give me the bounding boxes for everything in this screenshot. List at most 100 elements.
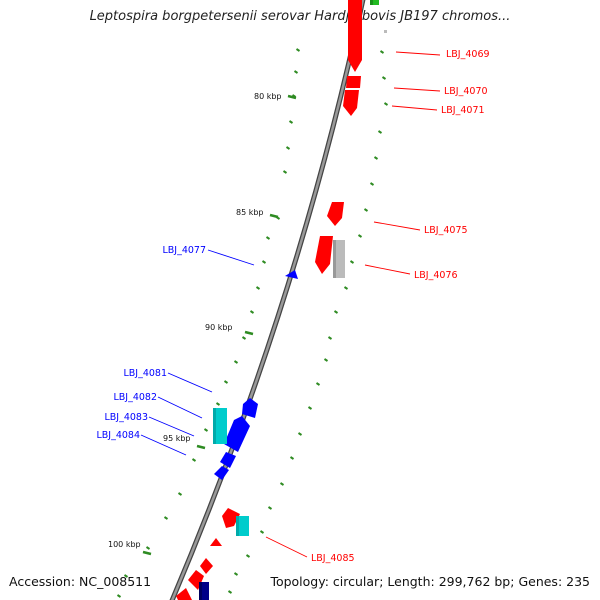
scale-label: 90 kbp [205,323,233,332]
gene-leader-line [207,249,255,266]
feature-lbj-4081 [242,398,258,418]
feature-lbj-4084-body [220,452,236,468]
gene-label: LBJ_4077 [162,245,206,256]
feature-lbj-4085 [222,508,240,528]
feature-lbj-4084 [220,452,236,468]
gene-leader-line [148,416,195,437]
scale-track: 80 kbp 85 kbp 90 kbp 95 kbp 100 kbp [108,92,297,556]
feature-lbj-4083-edge [213,408,216,444]
gc-mark [288,120,294,124]
map-title: Leptospira borgpetersenii serovar Hardjo… [89,9,511,24]
gene-label: LBJ_4083 [104,412,148,423]
gc-mark [327,336,333,340]
feature-small-red-4 [176,588,192,600]
length-value: 299,762 bp [438,574,511,589]
feature-lbj-4084b-body [214,466,229,480]
gene-label: LBJ_4070 [444,86,488,97]
feature-lbj-4070-body [346,76,361,88]
scale-tick [269,213,279,219]
summary-footer: Topology: circular; Length: 299,762 bp; … [270,574,590,589]
gc-mark [259,530,265,534]
feature-top-green-edge [370,0,373,5]
gc-mark [267,506,273,510]
gene-label: LBJ_4076 [414,270,458,281]
gene-leader-line [167,372,213,393]
gc-mark [215,402,221,406]
gc-mark [373,156,379,160]
feature-lbj-4085-body [222,508,240,528]
gc-mark [241,336,247,340]
scale-tick [287,94,297,100]
feature-lbj-4077-body [285,270,298,279]
gene-label: LBJ_4075 [424,225,468,236]
gc-mark [343,286,349,290]
gc-mark [255,286,261,290]
gc-mark [349,260,355,264]
gc-mark [363,208,369,212]
feature-lbj-4082-body [224,416,250,452]
gc-mark [279,482,285,486]
genes-label: Genes: [518,574,563,589]
gc-mark [123,574,129,578]
gc-mark [245,554,251,558]
feature-small-red [210,538,222,546]
gene-label: LBJ_4084 [96,430,140,441]
feature-lbj-4085-rna-edge [236,516,239,536]
gc-mark [315,382,321,386]
gene-leader-line [393,87,441,92]
gene-leader-line [364,264,411,275]
gene-label: LBJ_4082 [113,392,157,403]
feature-lbj-4071-body [343,90,359,116]
feature-lbj-4084b [214,466,229,480]
gc-mark [191,458,197,462]
gene-label: LBJ_4081 [123,368,167,379]
feature-lbj-4076-body [315,236,333,274]
gene-leader-line [265,536,308,558]
feature-lbj-4071 [343,90,359,116]
scale-label: 80 kbp [254,92,282,101]
scale-tick [142,550,152,556]
feature-navy [199,582,209,600]
feature-lbj-4081-body [242,398,258,418]
gc-mark [285,146,291,150]
feature-lbj-4077 [285,270,298,279]
gc-mark [223,380,229,384]
feature-navy-face [199,582,209,600]
backbone [170,0,365,600]
feature-lbj-4083 [213,408,227,444]
feature-lbj-4076-grey-edge [333,240,336,278]
gc-mark [289,456,295,460]
accession-label: Accession: [9,574,76,589]
feature-lbj-4069-body [348,0,362,72]
gene-leader-line [373,221,421,231]
gc-mark [307,406,313,410]
gc-mark [379,50,385,54]
feature-small-grey [384,30,387,33]
feature-lbj-4083-face [213,408,227,444]
feature-lbj-4082 [224,416,250,452]
gc-mark [261,260,267,264]
gene-labels: LBJ_4069 LBJ_4070 LBJ_4071 LBJ_4075 LBJ_4076… [96,49,489,564]
feature-lbj-4085-rna-face [236,516,249,536]
gc-mark [369,182,375,186]
gene-leader-line [157,396,203,419]
scale-label: 100 kbp [108,540,141,549]
gc-mark [145,546,151,550]
gene-leader-line [395,51,441,56]
gc-mark [233,572,239,576]
gene-leader-line [391,105,438,111]
topology-value: circular [332,574,380,589]
gc-mark [323,358,329,362]
gene-label: LBJ_4085 [311,553,355,564]
gc-mark [297,432,303,436]
gene-label: LBJ_4071 [441,105,485,116]
gc-mark [293,70,299,74]
scale-tick [244,330,254,336]
gc-mark [203,428,209,432]
feature-lbj-4075 [327,202,344,226]
feature-lbj-4070 [346,76,361,88]
feature-small-red-2-body [200,558,213,574]
gc-mark [227,590,233,594]
